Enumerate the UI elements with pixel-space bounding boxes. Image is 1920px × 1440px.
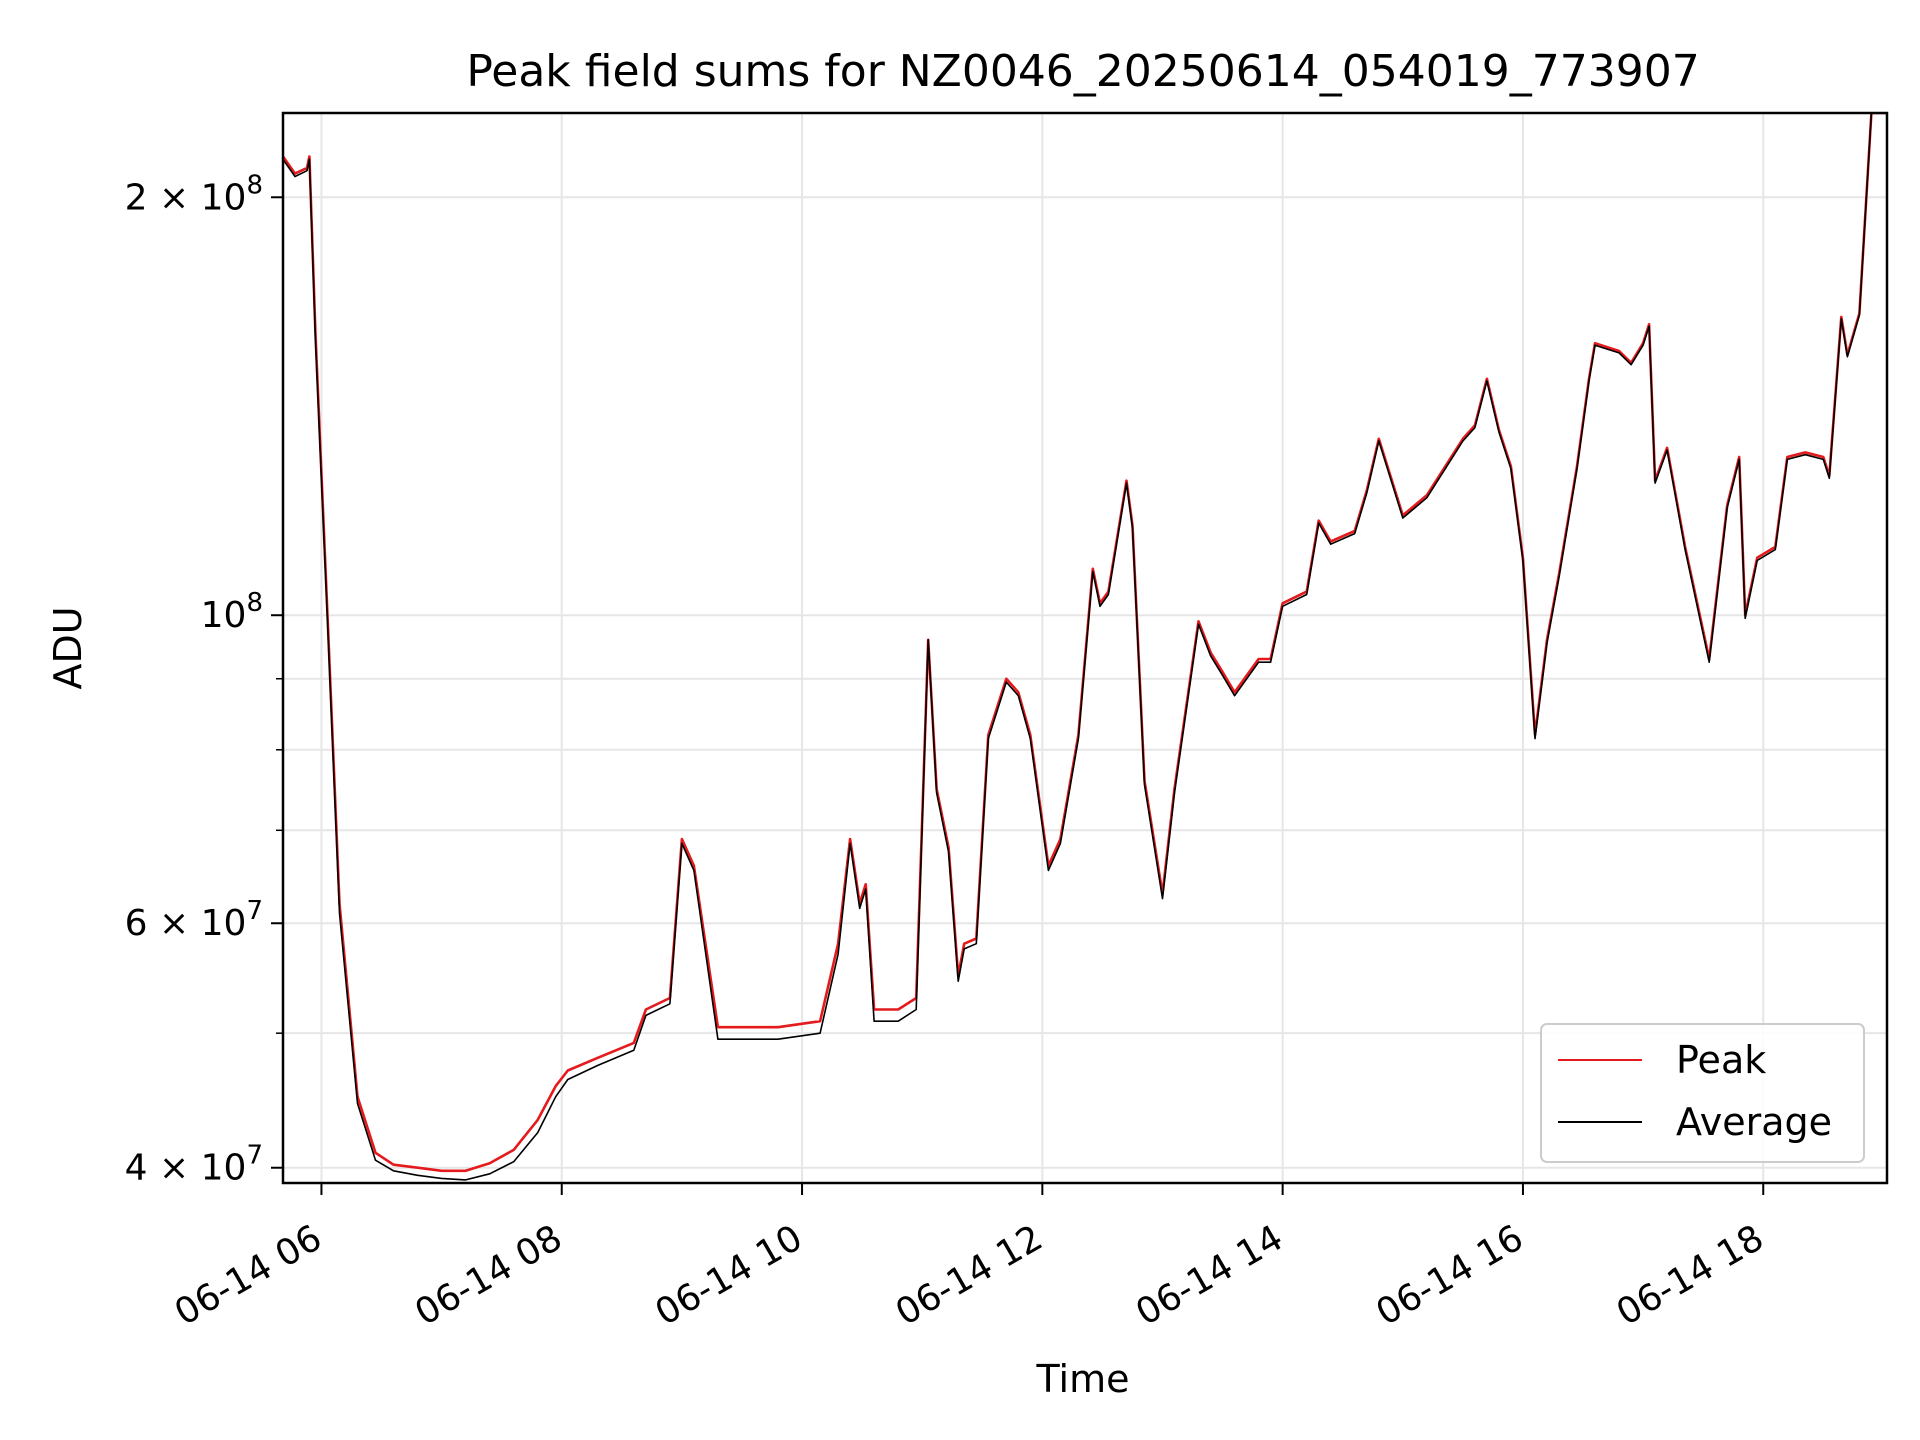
legend-label-average: Average <box>1676 1100 1832 1144</box>
x-tick-label: 06-14 18 <box>1610 1217 1771 1333</box>
x-axis-label: Time <box>1036 1357 1130 1401</box>
y-tick-exponent: 7 <box>246 1141 263 1171</box>
grid <box>283 113 1887 1183</box>
x-tick-label: 06-14 10 <box>649 1217 810 1333</box>
y-axis-label: ADU <box>46 606 90 689</box>
x-tick-label: 06-14 08 <box>408 1217 569 1333</box>
y-tick-base: 10 <box>201 595 247 636</box>
y-tick-mantissa: 6 × <box>125 903 201 944</box>
y-tick-base: 10 <box>201 1148 247 1189</box>
y-tick-mantissa: 4 × <box>125 1148 201 1189</box>
y-tick-exponent: 8 <box>246 170 263 200</box>
legend: Peak Average <box>1540 1023 1865 1163</box>
y-tick-exponent: 8 <box>246 588 263 618</box>
y-tick-exponent: 7 <box>246 896 263 926</box>
legend-label-peak: Peak <box>1676 1038 1766 1082</box>
x-tick-label: 06-14 14 <box>1129 1217 1290 1333</box>
series-layer <box>283 113 1887 1181</box>
y-tick-label: 4 × 107 <box>125 1141 263 1189</box>
chart-title: Peak field sums for NZ0046_20250614_0540… <box>466 46 1699 97</box>
y-tick-label: 2 × 108 <box>125 170 263 218</box>
series-line-peak <box>283 113 1887 1173</box>
x-tick-label: 06-14 16 <box>1370 1217 1531 1333</box>
y-tick-mantissa: 2 × <box>125 177 201 218</box>
plot-frame <box>281 111 1889 1185</box>
legend-box <box>1540 1023 1865 1163</box>
series-line-average <box>283 113 1887 1181</box>
x-axis: 06-14 06 06-14 08 06-14 10 06-14 12 06-14 14… <box>168 1183 1771 1334</box>
y-tick-base: 10 <box>201 903 247 944</box>
y-tick-base: 10 <box>201 177 247 218</box>
y-tick-label: 108 <box>201 588 263 636</box>
x-tick-label: 06-14 06 <box>168 1217 329 1333</box>
y-tick-label: 6 × 107 <box>125 896 263 944</box>
x-tick-label: 06-14 12 <box>889 1217 1050 1333</box>
